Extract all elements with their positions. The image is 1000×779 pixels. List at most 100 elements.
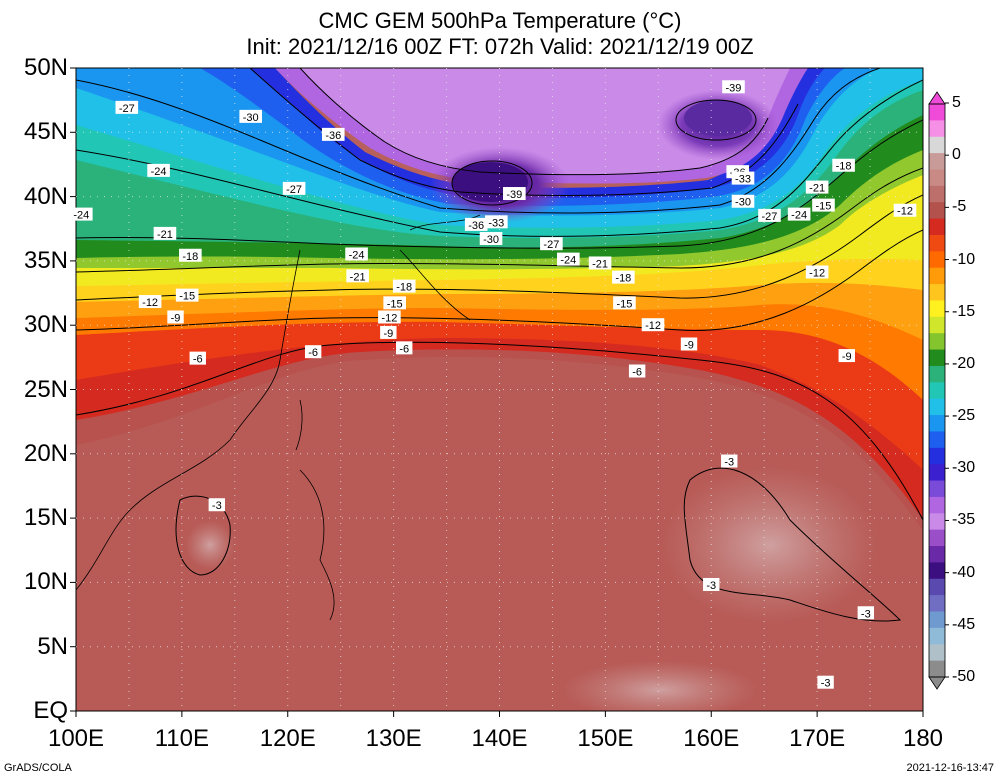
color-bar-swatch <box>929 251 945 269</box>
contour-label-box <box>557 252 580 266</box>
contour-label-text: -6 <box>632 366 642 378</box>
contour-label-box <box>612 270 635 284</box>
color-bar-swatch <box>929 496 945 514</box>
contour-label: -36 <box>464 217 488 232</box>
contour-label-box <box>641 318 665 332</box>
contour-label-box <box>321 127 345 141</box>
contour-label-box <box>147 163 170 177</box>
color-bar-label: -15 <box>952 302 976 320</box>
color-bar-swatch <box>929 546 945 563</box>
lon-label: 180 <box>902 725 944 752</box>
color-bar-label: 5 <box>952 94 961 111</box>
contour-label-text: -27 <box>119 103 135 115</box>
contour-label: -6 <box>628 364 646 378</box>
contour-label-text: -15 <box>616 298 632 310</box>
lat-label: 15N <box>23 504 68 532</box>
contour-label-box <box>175 288 199 302</box>
contour-label-text: -3 <box>861 608 871 620</box>
contour-label-box <box>396 341 413 355</box>
contour-label-box <box>628 364 646 378</box>
contour-label-box <box>167 310 184 324</box>
contour-label: -12 <box>378 310 401 324</box>
contour-label-text: -24 <box>791 210 807 222</box>
contour-label: -12 <box>893 203 917 218</box>
color-bar-swatch <box>929 169 945 187</box>
color-bar-max-arrow <box>928 91 946 105</box>
contour-label-box <box>304 345 322 359</box>
color-bar-swatch <box>929 611 945 629</box>
color-bar <box>928 91 949 690</box>
contour-label-box <box>805 265 829 279</box>
color-bar-swatch <box>929 349 945 367</box>
color-bar-swatch <box>929 382 945 400</box>
color-bar-swatch <box>929 595 945 613</box>
contour-label-text: -21 <box>157 229 173 241</box>
contour-label: -21 <box>153 226 177 241</box>
contour-label-text: -36 <box>468 220 484 232</box>
lat-label: 25N <box>23 375 68 403</box>
color-bar-swatch <box>929 578 945 596</box>
contour-label-box <box>380 325 397 339</box>
color-bar-label: -50 <box>952 668 976 685</box>
color-bar-swatch <box>929 202 945 220</box>
color-bar-swatch <box>929 136 945 154</box>
temperature-field <box>76 68 923 711</box>
contour-label-text: -27 <box>543 239 559 251</box>
color-bar-swatch <box>929 529 945 547</box>
contour-label-text: -12 <box>897 206 913 218</box>
isotherm-lines <box>76 68 923 622</box>
lon-label: 130E <box>365 725 422 752</box>
contour-label-box <box>721 454 738 468</box>
contour-label-box <box>588 256 612 270</box>
color-bar-swatch <box>929 300 945 318</box>
color-bar-swatch <box>929 660 945 678</box>
contour-label: -27 <box>115 100 139 115</box>
color-bar-label: -5 <box>952 198 967 216</box>
contour-label-text: -6 <box>193 354 203 366</box>
contour-label: -27 <box>758 208 781 223</box>
lat-label: 20N <box>23 439 68 467</box>
contour-label-text: -24 <box>73 210 89 222</box>
contour-label-box <box>378 310 401 324</box>
contour-label-text: -3 <box>821 678 831 690</box>
contour-label-text: -12 <box>645 320 661 332</box>
contour-label: -9 <box>680 337 698 351</box>
color-bar-swatch <box>929 316 945 334</box>
color-bar-swatch <box>929 513 945 531</box>
color-bar-swatch <box>929 284 945 301</box>
contour-label-box <box>893 203 917 217</box>
contour-label: -24 <box>147 163 170 178</box>
color-bar-swatch <box>929 153 945 170</box>
contour-label: -3 <box>208 498 226 512</box>
color-bar-swatch <box>929 104 945 121</box>
contour-label-text: -30 <box>735 197 751 209</box>
lon-label: 150E <box>577 725 634 752</box>
contour-label: -24 <box>787 207 811 222</box>
color-bar-min-arrow <box>928 676 946 690</box>
contour-label: -3 <box>721 454 738 469</box>
contour-label: -3 <box>857 606 875 620</box>
color-bar-label: -25 <box>952 407 976 425</box>
contour-label-box <box>479 232 503 246</box>
lat-label: EQ <box>33 697 68 724</box>
contour-label-text: -33 <box>488 217 504 229</box>
contour-label-box <box>731 194 755 208</box>
contour-label-text: -21 <box>350 271 366 283</box>
contour-label-text: -9 <box>383 328 393 340</box>
contour-label-box <box>805 180 829 194</box>
contour-label: -15 <box>812 198 835 213</box>
contour-label: -24 <box>557 252 580 267</box>
contour-label-box <box>153 226 177 240</box>
color-bar-swatch <box>929 333 945 351</box>
contour-label-box <box>540 237 563 251</box>
contour-label-box <box>812 198 835 212</box>
contour-label-text: -3 <box>724 457 734 469</box>
contour-label-text: -6 <box>308 347 318 359</box>
contour-label: -9 <box>380 325 397 340</box>
contour-label-text: -9 <box>684 339 694 351</box>
contour-label: -30 <box>239 109 262 124</box>
contour-value-labels: -27-30-36-24-27-24-21-18 -24-21-18-15-12-… <box>69 80 917 690</box>
contour-label-text: -18 <box>615 273 631 285</box>
lat-label: 45N <box>23 118 68 146</box>
